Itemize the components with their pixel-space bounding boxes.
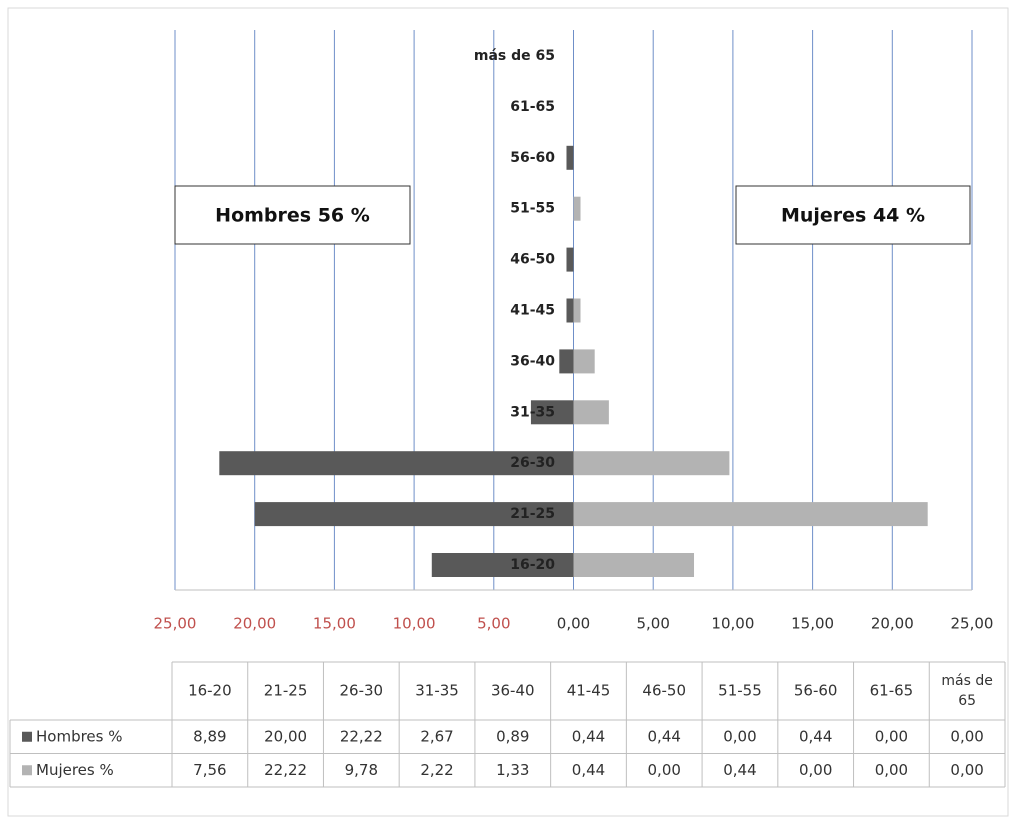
table-cell: 0,00 (950, 727, 983, 745)
bar (254, 502, 574, 527)
table-header: 61-65 (870, 682, 914, 700)
table-cell: 0,00 (875, 727, 908, 745)
bar (566, 298, 574, 323)
bar (219, 451, 574, 476)
category-label: 46-50 (510, 252, 555, 268)
annotation-box (174, 185, 411, 245)
bar (566, 145, 574, 170)
legend-swatch (22, 765, 32, 776)
category-label: 51-55 (510, 201, 555, 217)
category-label: 31-35 (510, 404, 555, 420)
table-header: 46-50 (642, 682, 686, 700)
legend-swatch (22, 731, 32, 742)
annotation: Hombres 56 % (215, 205, 370, 227)
table-cell: 0,44 (572, 761, 605, 779)
x-tick-label: 15,00 (313, 615, 356, 633)
table-cell: 0,00 (875, 761, 908, 779)
table-cell: 7,56 (193, 761, 226, 779)
frame (7, 7, 1009, 817)
x-tick-label: 10,00 (393, 615, 436, 633)
bar (573, 451, 730, 476)
table-cell: 9,78 (345, 761, 378, 779)
category-label: 21-25 (510, 506, 555, 522)
table-cell: 22,22 (340, 727, 383, 745)
table-header: 31-35 (415, 682, 459, 700)
annotation-box (735, 185, 971, 245)
table-cell: 2,67 (420, 727, 453, 745)
category-label: 26-30 (510, 455, 555, 471)
category-label: 56-60 (510, 150, 555, 166)
table-header: 21-25 (264, 682, 308, 700)
bar (566, 247, 574, 272)
table-cell: 0,00 (950, 761, 983, 779)
x-tick-label: 0,00 (557, 615, 590, 633)
bar (559, 349, 574, 374)
bar (573, 349, 595, 374)
bar (431, 553, 574, 577)
table-cell: 0,00 (799, 761, 832, 779)
bar (573, 400, 609, 425)
table-cell: 0,00 (723, 727, 756, 745)
x-tick-label: 5,00 (636, 615, 669, 633)
table-header: 51-55 (718, 682, 762, 700)
table-cell: 0,44 (723, 761, 756, 779)
table-header: 16-20 (188, 682, 232, 700)
table-cell: 22,22 (264, 761, 307, 779)
x-tick-label: 25,00 (951, 615, 994, 633)
category-label: 41-45 (510, 303, 555, 319)
category-label: 16-20 (510, 557, 555, 573)
x-tick-label: 25,00 (154, 615, 197, 633)
x-tick-label: 15,00 (791, 615, 834, 633)
bar (530, 400, 574, 425)
table-cell: 1,33 (496, 761, 529, 779)
table-header: 26-30 (340, 682, 384, 700)
table-header: 41-45 (567, 682, 611, 700)
x-tick-label: 10,00 (711, 615, 754, 633)
bar (573, 298, 581, 323)
x-tick-label: 5,00 (477, 615, 510, 633)
table-header: 56-60 (794, 682, 838, 700)
x-tick-label: 20,00 (871, 615, 914, 633)
table-header: 36-40 (491, 682, 535, 700)
table-cell: 20,00 (264, 727, 307, 745)
legend-label: Mujeres % (36, 761, 114, 779)
table-cell: 0,00 (648, 761, 681, 779)
table-cell: 0,44 (572, 727, 605, 745)
bar (573, 502, 928, 527)
annotation: Mujeres 44 % (781, 205, 925, 227)
table-cell: 8,89 (193, 727, 226, 745)
x-tick-label: 20,00 (233, 615, 276, 633)
table-header: más de 65 (941, 673, 992, 709)
category-label: 61-65 (510, 99, 555, 115)
table-cell: 2,22 (420, 761, 453, 779)
bar (573, 553, 695, 577)
bar (573, 196, 581, 221)
table-cell: 0,44 (799, 727, 832, 745)
category-label: 36-40 (510, 353, 555, 369)
category-label: más de 65 (474, 48, 555, 64)
table-cell: 0,89 (496, 727, 529, 745)
table-cell: 0,44 (648, 727, 681, 745)
legend-label: Hombres % (36, 727, 123, 745)
